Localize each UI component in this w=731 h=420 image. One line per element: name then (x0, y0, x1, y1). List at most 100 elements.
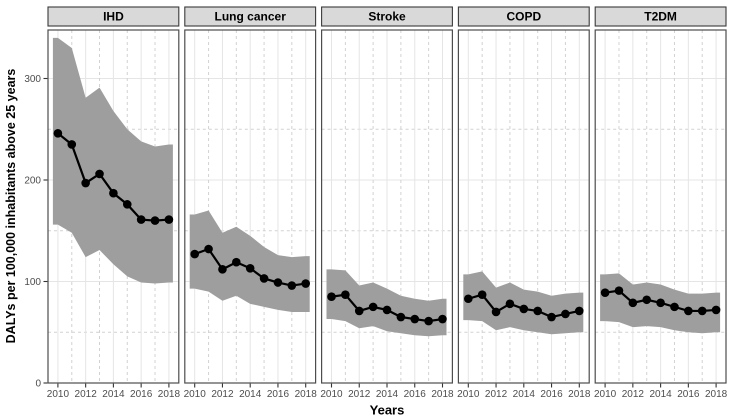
x-tick-label: 2010 (594, 389, 617, 400)
data-point (547, 312, 556, 322)
x-tick-label: 2012 (485, 389, 508, 400)
data-point (505, 299, 515, 309)
x-tick-label: 2018 (158, 389, 181, 400)
data-point (491, 307, 501, 317)
x-tick-label: 2012 (348, 389, 371, 400)
panel-border (321, 29, 454, 384)
data-point (684, 306, 693, 316)
data-point (232, 257, 241, 267)
data-point (477, 290, 487, 299)
x-tick-label: 2014 (102, 389, 125, 400)
panel-border (184, 29, 317, 384)
facet-strip (321, 6, 453, 27)
data-point (204, 244, 213, 254)
data-point (561, 309, 570, 319)
facet-strip-label: T2DM (644, 10, 677, 24)
data-point (122, 200, 132, 209)
data-point (424, 316, 433, 326)
facet-strip (47, 6, 180, 27)
data-point (697, 306, 707, 316)
facet-stroke: Stroke 2010 2012 2014 2016 2018 (320, 6, 454, 400)
facet-copd: COPD 2010 2012 2014 2016 2018 (457, 6, 591, 400)
x-tick-label: 2010 (184, 389, 207, 400)
data-point (438, 314, 447, 324)
x-tick-label: 2012 (75, 389, 98, 400)
x-tick-label: 2010 (457, 389, 480, 400)
x-tick-label: 2016 (267, 389, 290, 400)
y-axis: 0 100 200 300 (24, 74, 48, 390)
facet-strip (184, 6, 317, 27)
data-point (628, 298, 638, 308)
data-point (354, 306, 364, 316)
x-tick-label: 2018 (568, 389, 591, 400)
facet-strip-label: COPD (506, 10, 541, 24)
data-point (287, 281, 297, 290)
data-point (95, 169, 104, 179)
data-point (109, 188, 118, 198)
x-tick-label: 2014 (513, 389, 536, 400)
y-tick-label: 100 (24, 277, 41, 288)
facet-strip (457, 6, 590, 27)
data-point (575, 306, 584, 316)
data-point (190, 249, 199, 259)
x-tick-label: 2016 (540, 389, 563, 400)
data-point (410, 314, 420, 324)
facet-strip-label: IHD (103, 10, 124, 24)
x-tick-label: 2014 (649, 389, 672, 400)
data-point (259, 274, 269, 283)
x-axis-title: Years (369, 402, 405, 418)
y-axis-title: DALYs per 100,000 inhabitants above 25 y… (4, 68, 18, 344)
panel-border (457, 29, 590, 384)
data-point (218, 265, 227, 274)
panel-border (47, 29, 180, 384)
data-point (600, 288, 610, 297)
x-tick-label: 2016 (404, 389, 427, 400)
data-point (614, 286, 624, 295)
data-point (301, 279, 311, 288)
data-point (368, 302, 378, 312)
data-point (150, 216, 160, 225)
data-point (67, 140, 77, 149)
data-point (533, 306, 542, 316)
data-point (711, 305, 721, 315)
x-tick-label: 2012 (211, 389, 234, 400)
x-tick-label: 2010 (47, 389, 70, 400)
data-point (670, 302, 679, 312)
data-point (464, 294, 473, 304)
x-tick-label: 2018 (705, 389, 728, 400)
confidence-ribbon (189, 210, 310, 312)
facet-strip-label: Lung cancer (215, 10, 287, 24)
data-point (273, 278, 283, 287)
data-point (382, 305, 392, 315)
y-tick-label: 300 (24, 74, 41, 85)
y-tick-label: 200 (24, 176, 41, 187)
data-point (81, 178, 90, 188)
data-point (642, 295, 652, 305)
y-tick-label: 0 (35, 379, 41, 390)
x-tick-label: 2018 (431, 389, 454, 400)
panel-border (594, 29, 727, 384)
x-tick-label: 2014 (376, 389, 399, 400)
facet-ihd: IHD 2010 2012 2014 2016 2018 (47, 6, 181, 400)
data-point (245, 264, 255, 273)
data-point (396, 312, 406, 322)
x-tick-label: 2016 (130, 389, 153, 400)
facet-t2dm: T2DM 2010 2012 2014 2016 2018 (594, 6, 728, 400)
x-tick-label: 2012 (622, 389, 645, 400)
data-point (136, 215, 146, 224)
data-point (519, 304, 529, 314)
data-point (341, 290, 350, 299)
x-tick-label: 2016 (677, 389, 700, 400)
data-point (327, 292, 336, 302)
facet-strip-label: Stroke (368, 10, 406, 24)
facet-strip (594, 6, 727, 27)
data-point (656, 298, 665, 308)
x-tick-label: 2014 (239, 389, 262, 400)
data-point (53, 129, 63, 138)
data-point (164, 215, 174, 224)
x-tick-label: 2010 (320, 389, 343, 400)
x-tick-label: 2018 (295, 389, 318, 400)
facet-lung-cancer: Lung cancer 2010 2012 2014 2016 2018 (184, 6, 318, 400)
